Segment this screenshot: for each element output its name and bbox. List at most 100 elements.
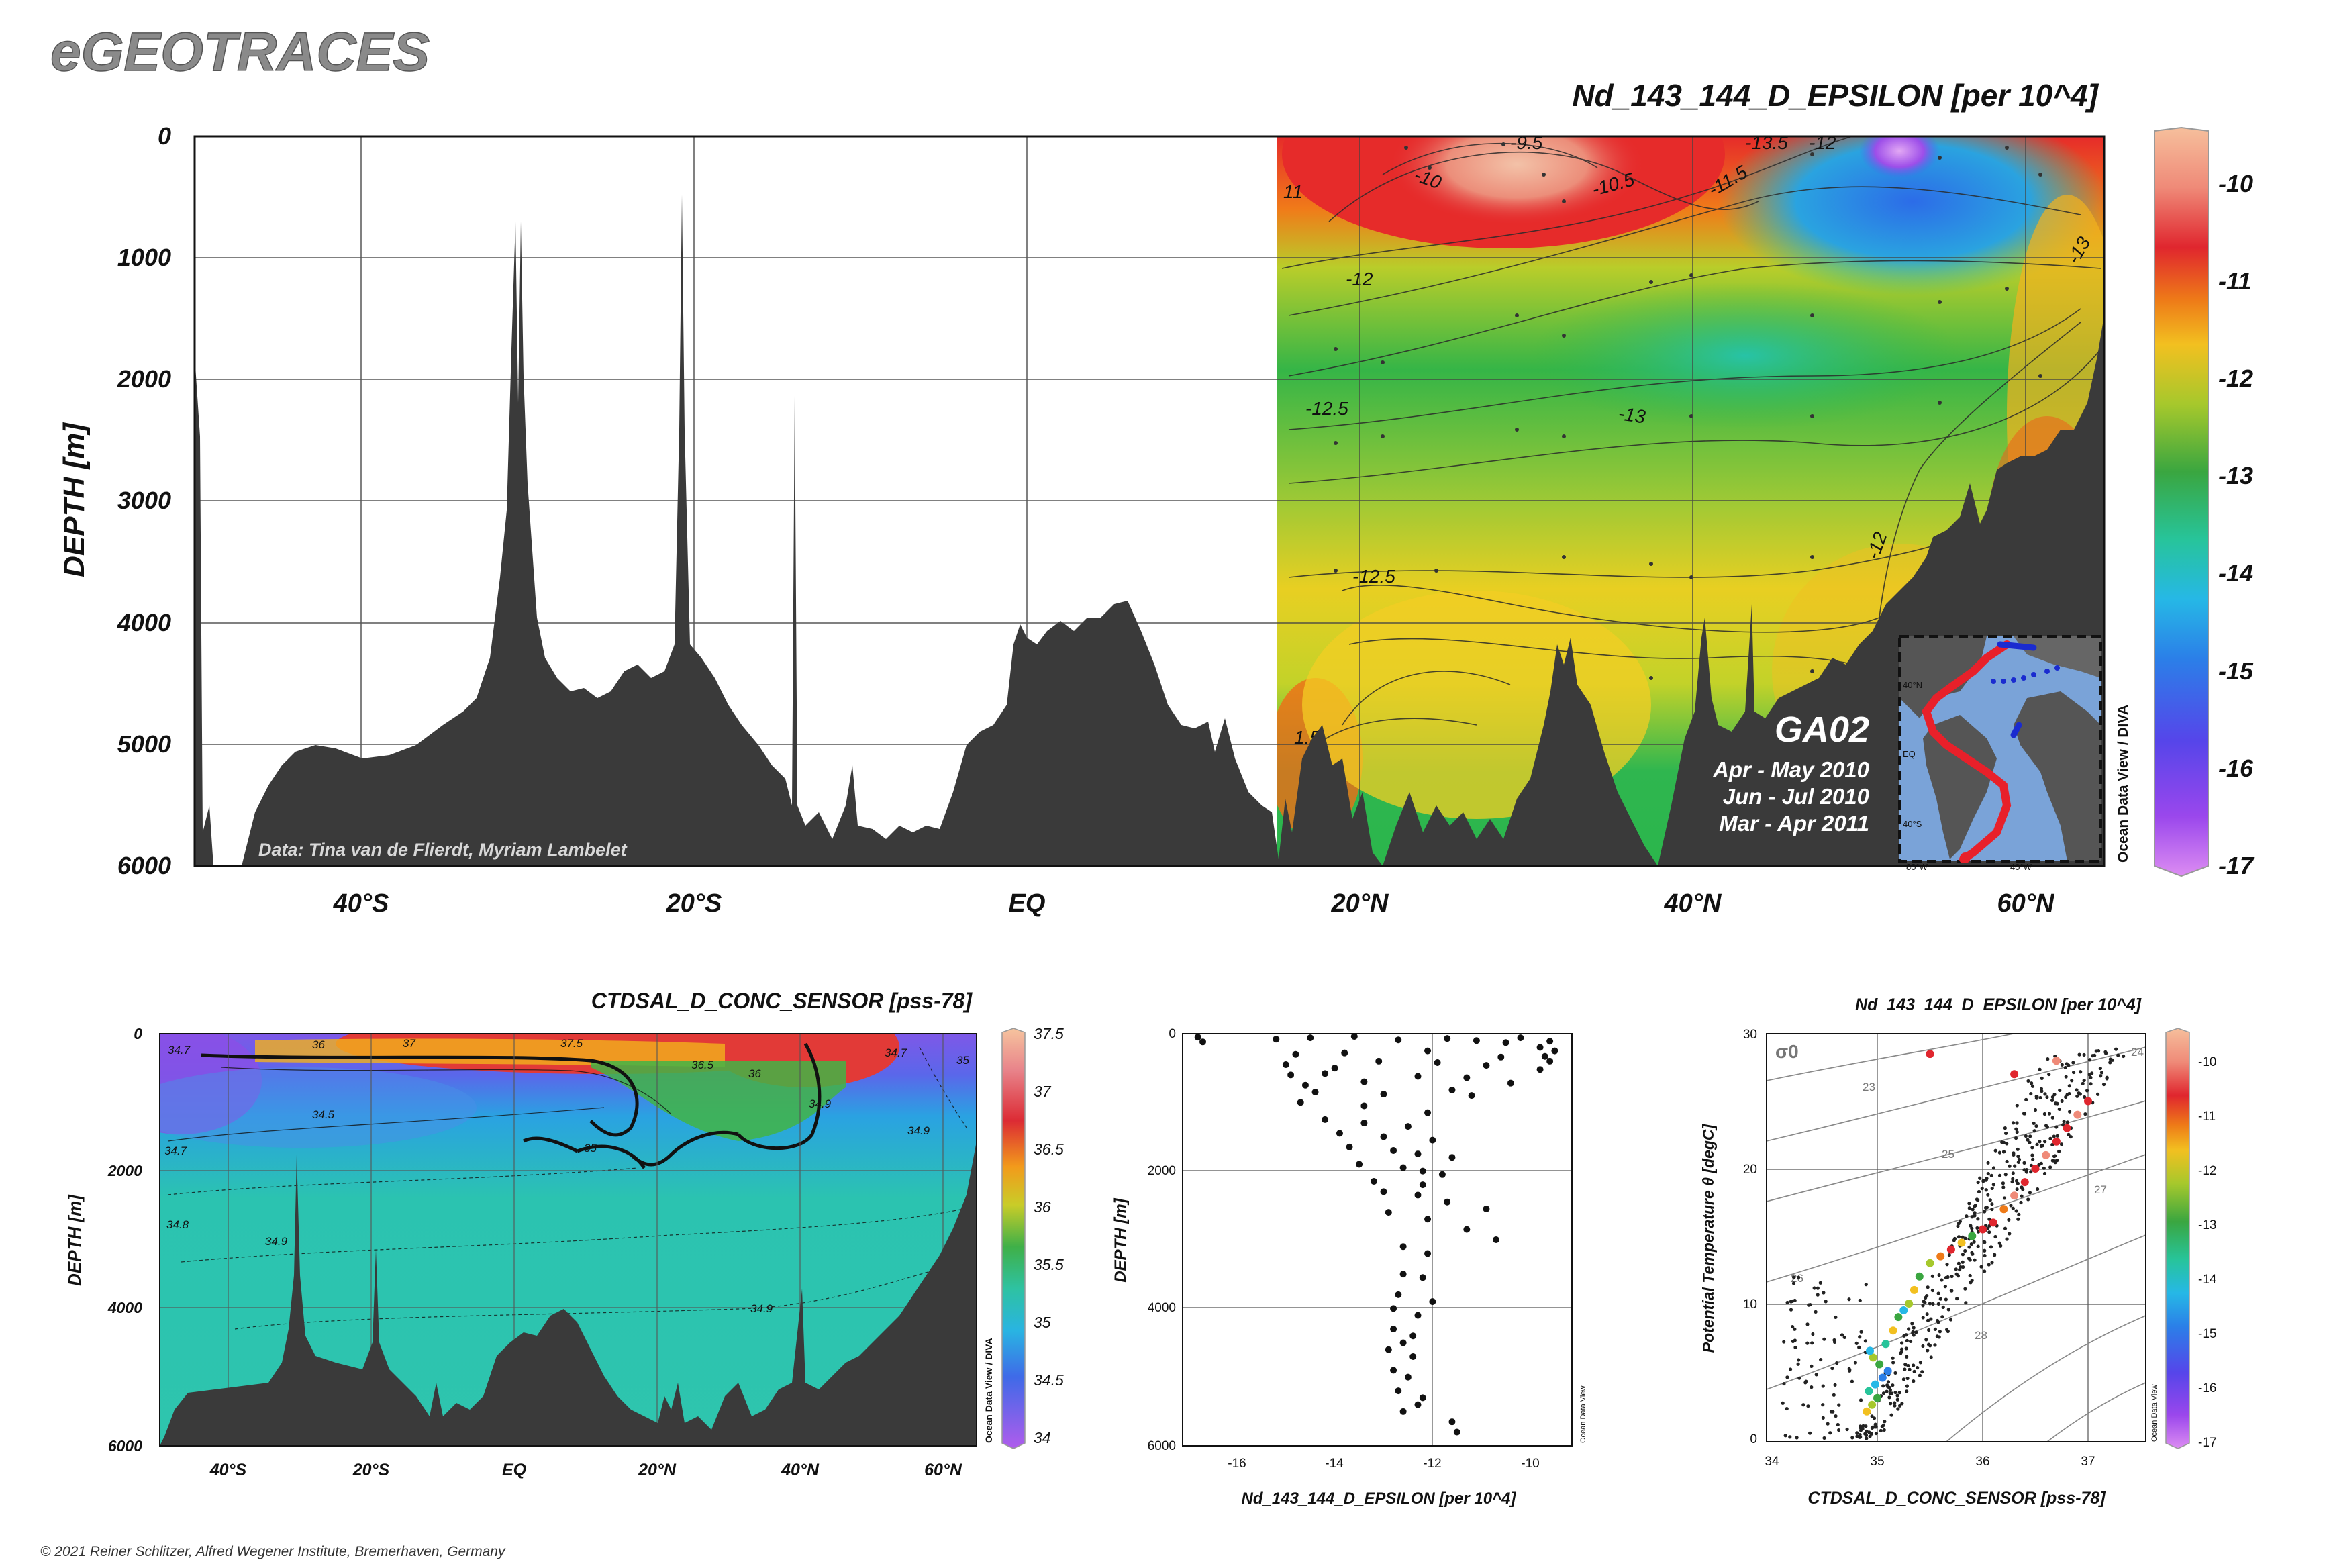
ts-background-point [1808,1431,1812,1435]
contour-label: -12 [1809,132,1836,153]
profile-point [1409,1332,1417,1340]
ts-background-point [1859,1424,1863,1428]
profile-point [1517,1034,1524,1042]
salinity-y-tick: 2000 [107,1162,142,1179]
contour-label: -9.5 [1510,132,1543,153]
ts-background-point [1918,1361,1922,1365]
ts-y-axis-label: Potential Temperature θ [degC] [1699,1123,1717,1353]
ts-background-point [2099,1074,2103,1078]
ts-colored-point [1894,1313,1903,1322]
contour-label: -13 [1617,403,1647,427]
ts-background-point [2040,1144,2044,1148]
ts-background-point [1803,1381,1808,1385]
ts-background-point [1869,1432,1874,1436]
ts-background-point [2011,1121,2016,1125]
ts-background-point [1806,1404,1810,1408]
ts-background-point [2032,1121,2036,1126]
ts-colored-point [2052,1057,2061,1065]
ts-background-point [2089,1075,2093,1079]
ts-colored-point [1889,1326,1897,1335]
profile-point [1536,1044,1544,1051]
profile-point [1429,1298,1436,1306]
ts-background-point [1920,1370,1924,1374]
ts-background-point [2015,1187,2019,1191]
ts-background-point [1854,1341,1859,1345]
ts-background-point [1938,1297,1942,1301]
ts-background-point [1879,1428,1883,1433]
ts-background-point [2101,1082,2106,1087]
main-y-tick: 2000 [117,365,171,393]
ts-background-point [1836,1428,1841,1432]
ts-background-point [2026,1138,2030,1142]
ts-background-point [1908,1339,1913,1344]
ts-background-point [2003,1226,2008,1230]
ts-background-point [1897,1391,1901,1395]
ts-background-point [1783,1434,1787,1438]
ts-x-tick: 35 [1870,1455,1884,1469]
ts-background-point [1883,1420,1887,1424]
ts-background-point [1990,1186,1994,1191]
ts-background-point [2083,1112,2087,1116]
ts-background-point [2008,1232,2012,1236]
isopycnal-label: 26 [1791,1272,1803,1285]
ts-background-point [1961,1235,1965,1239]
ts-background-point [1925,1293,1929,1298]
profile-point [1414,1150,1422,1158]
ts-background-point [1937,1273,1941,1277]
profile-y-tick: 4000 [1148,1301,1176,1315]
profile-point [1399,1408,1407,1415]
ts-background-point [2046,1057,2050,1061]
profile-x-tick: -14 [1325,1457,1344,1471]
ts-background-point [1912,1369,1916,1373]
ts-background-point [2055,1134,2059,1138]
ts-background-point [1791,1281,1796,1285]
ts-background-point [2105,1077,2109,1081]
ts-background-point [1931,1302,1935,1306]
ts-colorbar: -10 -11 -12 -13 -14 -15 -16 -17 [2165,1028,2217,1450]
profile-plot [1182,1033,1573,1447]
ts-background-point [1797,1358,1801,1362]
ts-background-point [2096,1049,2101,1053]
colorbar-tick: -16 [2218,754,2254,782]
contour-label: 34.9 [809,1097,832,1110]
ts-background-point [1805,1341,1810,1345]
ts-background-point [2081,1081,2085,1085]
ts-background-point [1887,1385,1891,1389]
ts-background-point [2024,1134,2028,1138]
ts-colored-point [1979,1225,1987,1234]
ts-background-point [2035,1142,2039,1146]
ts-colored-point [1957,1238,1966,1247]
main-colorbar: -10 -11 -12 -13 -14 -15 -16 -17 [2154,126,2255,879]
ts-background-point [2063,1065,2067,1070]
ts-background-point [1935,1318,1940,1323]
ts-background-point [1957,1222,1961,1226]
profile-point [1404,1373,1412,1381]
ts-colored-point [1968,1232,1977,1240]
profile-point [1483,1062,1490,1069]
ts-background-point [1964,1301,1968,1305]
profile-point [1448,1418,1456,1426]
ts-background-point [2029,1170,2033,1174]
ts-background-point [1850,1436,1854,1440]
profile-point [1390,1326,1397,1333]
profile-point [1419,1274,1426,1281]
ts-background-point [2024,1168,2029,1172]
ts-background-point [2007,1218,2011,1222]
profile-point [1546,1057,1554,1065]
ts-background-point [1842,1335,1846,1340]
profile-point [1546,1038,1554,1045]
profile-point [1453,1428,1460,1436]
ts-background-point [1985,1177,1989,1181]
ts-background-point [1831,1410,1835,1414]
salinity-watermark: Ocean Data View / DIVA [983,1338,994,1443]
ts-background-point [1944,1328,1949,1332]
contour-label: 35 [584,1142,597,1155]
profile-y-tick: 0 [1169,1027,1176,1041]
ts-background-point [1990,1207,1994,1212]
ts-background-point [2062,1120,2066,1124]
ts-colored-point [1926,1259,1934,1267]
ts-background-point [1988,1198,1992,1202]
ts-background-point [1961,1260,1965,1264]
ts-background-point [1981,1179,1985,1183]
ts-background-point [1891,1356,1895,1360]
